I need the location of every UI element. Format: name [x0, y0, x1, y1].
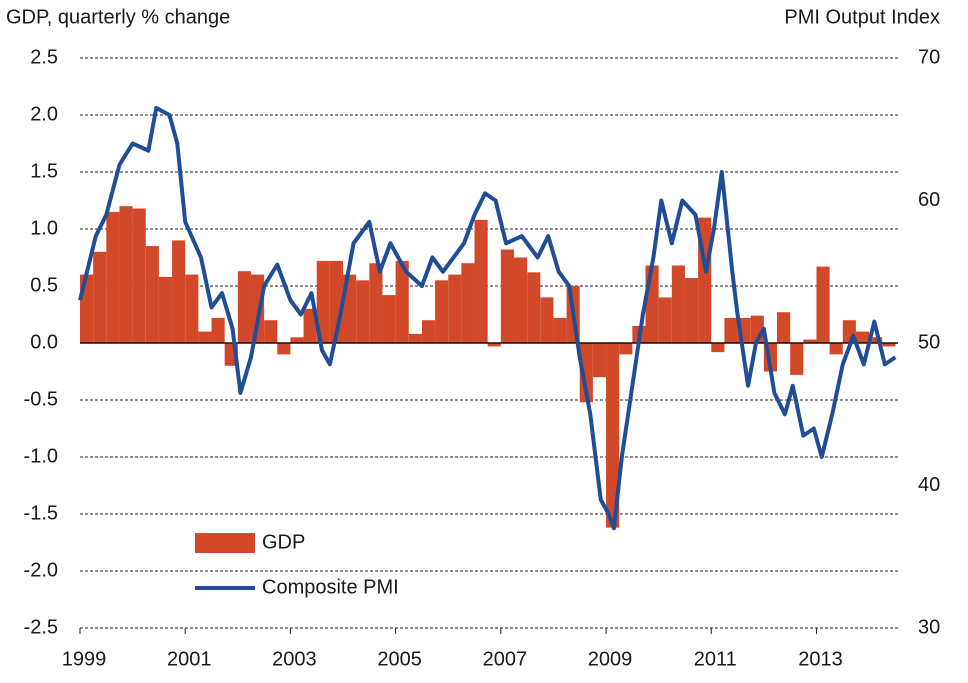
bar — [132, 208, 146, 343]
bar — [645, 265, 659, 343]
y-tick-label: -2.5 — [24, 616, 58, 638]
bar — [106, 211, 120, 343]
y-tick-label: 1.5 — [30, 160, 58, 182]
bar — [592, 343, 607, 378]
bar — [619, 343, 633, 355]
legend-label: Composite PMI — [262, 576, 399, 598]
bar — [500, 249, 514, 343]
bar — [237, 271, 251, 343]
y-axis-title: GDP, quarterly % change — [6, 6, 230, 28]
bar — [158, 276, 173, 343]
y2-tick-label: 60 — [918, 189, 940, 211]
y2-tick-label: 40 — [918, 474, 940, 496]
y-tick-label: 0.5 — [30, 274, 58, 296]
bar — [198, 331, 212, 343]
bar — [290, 337, 304, 343]
y-tick-label: 0.0 — [30, 331, 58, 353]
bar — [185, 274, 199, 343]
y2-tick-label: 70 — [918, 46, 940, 68]
bar — [579, 343, 593, 403]
y-tick-label: -0.5 — [24, 388, 58, 410]
y-tick-label: 1.0 — [30, 217, 58, 239]
bar — [316, 260, 330, 343]
bar — [369, 263, 383, 343]
bar — [606, 343, 620, 528]
legend-swatch — [195, 533, 255, 553]
x-tick-label: 2011 — [694, 648, 737, 670]
bar — [264, 320, 278, 343]
bar — [684, 278, 699, 343]
bar — [145, 246, 159, 343]
bar — [408, 333, 422, 343]
x-tick-label: 2007 — [483, 648, 528, 670]
bar — [658, 297, 672, 343]
bar — [250, 274, 265, 343]
bar — [172, 240, 186, 343]
bar — [277, 343, 291, 355]
bar — [527, 272, 541, 343]
bar — [211, 317, 225, 343]
x-tick-label: 2003 — [272, 648, 317, 670]
bar — [513, 257, 528, 343]
bar — [711, 343, 725, 353]
bar — [553, 317, 567, 343]
y-tick-label: -1.5 — [24, 502, 58, 524]
bar — [421, 320, 436, 343]
bar — [119, 206, 133, 343]
bar — [869, 337, 883, 343]
y-tick-label: 2.5 — [30, 46, 58, 68]
bar — [882, 343, 896, 347]
legend-label: GDP — [262, 531, 305, 553]
line — [78, 105, 897, 531]
x-tick-label: 2013 — [798, 648, 843, 670]
y-tick-label: -2.0 — [24, 559, 58, 581]
bar — [461, 263, 475, 343]
bar — [487, 343, 501, 347]
bar — [540, 297, 554, 343]
bar — [382, 295, 396, 343]
x-tick-label: 2001 — [167, 648, 212, 670]
bar — [777, 312, 791, 343]
y2-tick-label: 50 — [918, 331, 940, 353]
bar — [790, 343, 804, 375]
y-tick-label: -1.0 — [24, 445, 58, 467]
bar — [435, 280, 449, 343]
y-tick-label: 2.0 — [30, 103, 58, 125]
bar — [816, 266, 830, 343]
bar — [829, 343, 843, 355]
bar — [356, 280, 370, 343]
x-tick-label: 1999 — [62, 648, 107, 670]
bar — [448, 274, 462, 343]
bar — [93, 251, 107, 343]
x-tick-label: 2005 — [377, 648, 422, 670]
x-tick-label: 2009 — [588, 648, 633, 670]
bar — [395, 260, 409, 343]
bar — [671, 265, 685, 343]
y2-axis-title: PMI Output Index — [784, 6, 940, 28]
y2-tick-label: 30 — [918, 616, 940, 638]
bar — [724, 317, 738, 343]
bar — [803, 339, 817, 343]
bar — [474, 219, 488, 343]
bar — [303, 308, 317, 343]
bar — [855, 331, 870, 343]
